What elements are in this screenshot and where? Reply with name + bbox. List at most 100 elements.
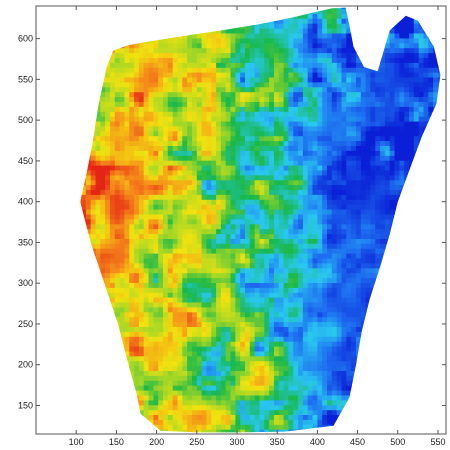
heatmap-cell bbox=[114, 199, 121, 205]
heatmap-cell bbox=[302, 380, 309, 386]
heatmap-cell bbox=[172, 218, 179, 225]
heatmap-cell bbox=[216, 287, 222, 293]
heatmap-cell bbox=[182, 316, 188, 323]
heatmap-cell bbox=[85, 223, 92, 230]
heatmap-cell bbox=[192, 355, 198, 362]
heatmap-cell bbox=[148, 297, 154, 303]
heatmap-cell bbox=[124, 184, 130, 190]
heatmap-cell bbox=[177, 184, 183, 190]
heatmap-cell bbox=[148, 101, 154, 107]
heatmap-cell bbox=[124, 297, 130, 303]
heatmap-cell bbox=[90, 184, 97, 190]
heatmap-cell bbox=[216, 106, 222, 112]
heatmap-cell bbox=[341, 248, 347, 254]
heatmap-cell bbox=[322, 155, 328, 161]
heatmap-cell bbox=[283, 57, 289, 63]
heatmap-cell bbox=[274, 184, 280, 190]
heatmap-cell bbox=[254, 331, 261, 337]
heatmap-cell bbox=[177, 341, 183, 347]
heatmap-cell bbox=[225, 81, 232, 88]
heatmap-cell bbox=[153, 67, 159, 73]
heatmap-cell bbox=[206, 326, 212, 332]
heatmap-cell bbox=[172, 199, 179, 205]
heatmap-cell bbox=[269, 32, 275, 39]
heatmap-cell bbox=[172, 174, 179, 181]
heatmap-cell bbox=[220, 72, 227, 78]
heatmap-cell bbox=[206, 96, 212, 102]
heatmap-cell bbox=[341, 174, 347, 181]
heatmap-cell bbox=[211, 257, 217, 264]
heatmap-cell bbox=[307, 365, 314, 371]
heatmap-cell bbox=[134, 194, 140, 200]
heatmap-cell bbox=[254, 155, 261, 161]
heatmap-cell bbox=[187, 194, 193, 200]
heatmap-cell bbox=[129, 301, 135, 308]
heatmap-cell bbox=[167, 174, 174, 181]
heatmap-cell bbox=[134, 292, 140, 298]
heatmap-cell bbox=[124, 199, 130, 205]
heatmap-cell bbox=[240, 125, 246, 132]
heatmap-cell bbox=[336, 253, 343, 259]
heatmap-cell bbox=[182, 336, 188, 342]
heatmap-cell bbox=[206, 174, 212, 181]
heatmap-cell bbox=[119, 301, 125, 308]
heatmap-cell bbox=[235, 301, 241, 308]
heatmap-cell bbox=[240, 321, 246, 327]
heatmap-cell bbox=[187, 375, 193, 381]
heatmap-cell bbox=[158, 209, 164, 215]
heatmap-cell bbox=[327, 169, 333, 176]
heatmap-cell bbox=[167, 336, 174, 342]
heatmap-cell bbox=[312, 375, 318, 381]
heatmap-cell bbox=[158, 52, 164, 58]
heatmap-cell bbox=[134, 57, 140, 63]
heatmap-cell bbox=[143, 248, 150, 254]
heatmap-cell bbox=[307, 350, 314, 357]
heatmap-cell bbox=[211, 169, 217, 176]
heatmap-cell bbox=[182, 116, 188, 122]
heatmap-cell bbox=[211, 101, 217, 107]
heatmap-cell bbox=[187, 32, 193, 39]
heatmap-cell bbox=[230, 86, 236, 93]
heatmap-cell bbox=[254, 228, 261, 235]
heatmap-cell bbox=[158, 233, 164, 239]
heatmap-cell bbox=[264, 76, 270, 83]
heatmap-cell bbox=[148, 253, 154, 259]
heatmap-cell bbox=[302, 204, 309, 210]
heatmap-cell bbox=[288, 243, 294, 249]
heatmap-cell bbox=[167, 301, 174, 308]
heatmap-cell bbox=[158, 120, 164, 127]
heatmap-cell bbox=[220, 67, 227, 73]
heatmap-cell bbox=[249, 72, 256, 78]
heatmap-cell bbox=[249, 316, 256, 323]
heatmap-cell bbox=[249, 326, 256, 332]
heatmap-cell bbox=[322, 282, 328, 288]
heatmap-cell bbox=[240, 209, 246, 215]
heatmap-cell bbox=[119, 130, 125, 137]
heatmap-cell bbox=[322, 277, 328, 283]
heatmap-cell bbox=[182, 394, 188, 401]
heatmap-cell bbox=[177, 96, 183, 102]
heatmap-cell bbox=[346, 287, 352, 293]
heatmap-cell bbox=[331, 155, 338, 161]
heatmap-cell bbox=[317, 67, 323, 73]
heatmap-cell bbox=[312, 336, 318, 342]
heatmap-cell bbox=[331, 111, 338, 117]
heatmap-cell bbox=[206, 179, 212, 186]
heatmap-cell bbox=[293, 169, 299, 176]
heatmap-cell bbox=[264, 257, 270, 264]
heatmap-cell bbox=[119, 86, 125, 93]
heatmap-cell bbox=[322, 67, 328, 73]
heatmap-cell bbox=[220, 306, 227, 313]
heatmap-cell bbox=[293, 125, 299, 132]
heatmap-cell bbox=[172, 404, 179, 411]
heatmap-cell bbox=[274, 311, 280, 318]
heatmap-cell bbox=[134, 111, 140, 117]
heatmap-cell bbox=[298, 204, 304, 210]
heatmap-cell bbox=[85, 213, 92, 220]
heatmap-cell bbox=[182, 331, 188, 337]
heatmap-cell bbox=[163, 81, 169, 88]
heatmap-cell bbox=[196, 272, 203, 279]
heatmap-cell bbox=[312, 194, 318, 200]
heatmap-cell bbox=[317, 218, 323, 225]
heatmap-cell bbox=[225, 42, 232, 49]
